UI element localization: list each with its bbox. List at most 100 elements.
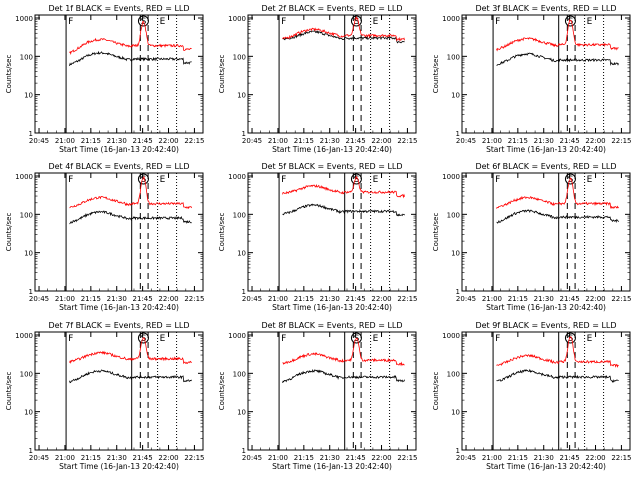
plot-frame xyxy=(34,172,204,292)
x-tick-label: 22:00 xyxy=(371,454,391,462)
y-tick-label: 1000 xyxy=(442,15,460,23)
x-tick-label: 21:00 xyxy=(268,137,288,145)
x-tick-label: 22:00 xyxy=(158,295,178,303)
y-tick-label: 1 xyxy=(29,447,33,455)
x-tick-label: 22:00 xyxy=(158,137,178,145)
x-tick-label: 22:15 xyxy=(611,137,631,145)
x-tick-label: 20:45 xyxy=(456,137,476,145)
x-tick-label: 22:15 xyxy=(611,295,631,303)
x-tick-label: 20:45 xyxy=(242,454,262,462)
y-tick-label: 1000 xyxy=(15,173,33,181)
marker-f: F xyxy=(495,334,500,344)
x-tick-label: 21:00 xyxy=(55,295,75,303)
y-tick-label: 1000 xyxy=(228,173,246,181)
detector-panel-1: Det 1f BLACK = Events, RED = LLD 1 10 100 10… xyxy=(5,4,205,154)
detector-panel-3: Det 3f BLACK = Events, RED = LLD 1 10 100 10… xyxy=(432,4,632,154)
x-tick-label: 22:15 xyxy=(184,137,204,145)
x-tick-label: 20:45 xyxy=(29,454,49,462)
y-tick-label: 1000 xyxy=(15,15,33,23)
marker-e: E xyxy=(373,175,379,185)
detector-panel-6: Det 6f BLACK = Events, RED = LLD 1 10 100 10… xyxy=(432,162,632,312)
x-tick-label: 21:00 xyxy=(482,295,502,303)
x-tick-label: 22:15 xyxy=(397,454,417,462)
x-tick-label: 22:00 xyxy=(371,295,391,303)
x-tick-label: 21:45 xyxy=(560,137,580,145)
detector-panel-4: Det 4f BLACK = Events, RED = LLD 1 10 100 10… xyxy=(5,162,205,312)
marker-s-circle xyxy=(137,173,149,185)
marker-s-circle xyxy=(350,332,362,344)
x-tick-label: 22:00 xyxy=(371,137,391,145)
y-tick-label: 10 xyxy=(24,250,33,258)
marker-s: S xyxy=(568,175,574,185)
x-tick-label: 21:15 xyxy=(294,454,314,462)
y-tick-label: 10 xyxy=(451,250,460,258)
x-tick-label: 21:30 xyxy=(107,295,127,303)
detector-panel-7: Det 7f BLACK = Events, RED = LLD 1 10 100 10… xyxy=(5,321,205,471)
chart-title: Det 4f BLACK = Events, RED = LLD xyxy=(48,162,189,171)
y-tick-label: 10 xyxy=(451,409,460,417)
series-lld-red xyxy=(282,337,405,367)
x-axis-label: Start Time (16-Jan-13 20:42:40) xyxy=(486,145,606,154)
y-tick-label: 1 xyxy=(456,447,460,455)
x-tick-label: 21:15 xyxy=(81,454,101,462)
x-tick-label: 21:30 xyxy=(534,454,554,462)
y-axis-label: Counts/sec xyxy=(432,55,440,94)
marker-f: F xyxy=(495,17,500,27)
x-axis-label: Start Time (16-Jan-13 20:42:40) xyxy=(59,462,179,471)
y-tick-label: 100 xyxy=(20,53,33,61)
plot-frame xyxy=(34,14,204,134)
chart-title: Det 8f BLACK = Events, RED = LLD xyxy=(261,321,402,330)
y-tick-label: 10 xyxy=(451,92,460,100)
marker-f: F xyxy=(68,175,73,185)
y-tick-label: 10 xyxy=(237,409,246,417)
marker-f: F xyxy=(281,334,286,344)
y-tick-label: 1 xyxy=(456,288,460,296)
x-tick-label: 21:45 xyxy=(346,137,366,145)
marker-s-circle xyxy=(350,15,362,27)
marker-f: F xyxy=(495,175,500,185)
series-lld-red xyxy=(69,337,192,365)
marker-e: E xyxy=(373,17,379,27)
x-axis-label: Start Time (16-Jan-13 20:42:40) xyxy=(272,462,392,471)
y-tick-label: 1 xyxy=(242,447,246,455)
marker-s-circle xyxy=(564,332,576,344)
x-tick-label: 21:30 xyxy=(320,454,340,462)
x-tick-label: 21:45 xyxy=(346,454,366,462)
marker-s-circle xyxy=(137,332,149,344)
x-tick-label: 22:00 xyxy=(585,454,605,462)
chart-title: Det 5f BLACK = Events, RED = LLD xyxy=(261,162,402,171)
series-lld-red xyxy=(496,336,619,368)
x-tick-label: 21:00 xyxy=(268,454,288,462)
series-lld-red xyxy=(69,20,192,55)
marker-e: E xyxy=(160,17,166,27)
x-tick-label: 21:45 xyxy=(133,295,153,303)
x-tick-label: 21:00 xyxy=(482,454,502,462)
x-tick-label: 21:00 xyxy=(55,454,75,462)
marker-s: S xyxy=(354,175,360,185)
y-tick-label: 10 xyxy=(237,92,246,100)
plot-frame xyxy=(461,331,631,451)
x-tick-label: 21:45 xyxy=(560,454,580,462)
y-tick-label: 1000 xyxy=(442,332,460,340)
y-tick-label: 100 xyxy=(233,370,246,378)
x-tick-label: 21:00 xyxy=(55,137,75,145)
y-tick-label: 100 xyxy=(447,53,460,61)
detector-panel-8: Det 8f BLACK = Events, RED = LLD 1 10 100 10… xyxy=(218,321,418,471)
y-axis-label: Counts/sec xyxy=(5,372,13,411)
chart-title: Det 1f BLACK = Events, RED = LLD xyxy=(48,4,189,13)
x-tick-label: 20:45 xyxy=(29,295,49,303)
series-lld-red xyxy=(496,18,619,52)
y-tick-label: 100 xyxy=(233,211,246,219)
y-tick-label: 10 xyxy=(237,250,246,258)
y-tick-label: 10 xyxy=(24,409,33,417)
y-tick-label: 1000 xyxy=(228,15,246,23)
marker-s: S xyxy=(568,17,574,27)
series-lld-red xyxy=(282,16,405,42)
chart-title: Det 2f BLACK = Events, RED = LLD xyxy=(261,4,402,13)
series-lld-red xyxy=(282,175,405,199)
marker-s: S xyxy=(354,334,360,344)
y-tick-label: 100 xyxy=(447,211,460,219)
y-tick-label: 1000 xyxy=(442,173,460,181)
marker-s-circle xyxy=(137,15,149,27)
